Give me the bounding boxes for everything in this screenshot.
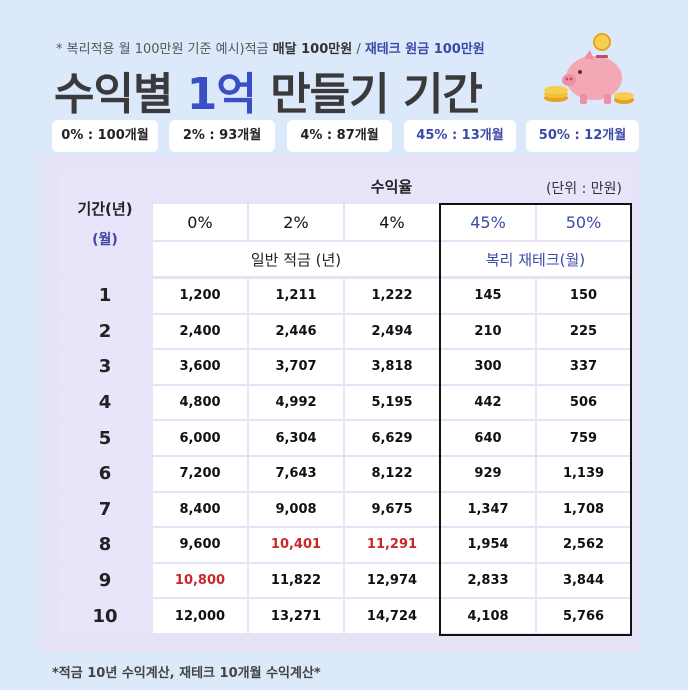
note-invest-principal: 재테크 원금 100만원 — [364, 42, 485, 57]
table-cell: 5,766 — [537, 599, 630, 633]
table-cell: 1,708 — [537, 492, 630, 527]
rate-header: 수익율 (단위 : 만원) — [153, 170, 630, 202]
table-cell: 759 — [537, 421, 630, 455]
group-investment: 복리 재테크(월) — [441, 242, 630, 276]
unit-label: (단위 : 만원) — [545, 181, 622, 197]
chip-2-percent: 2% : 93개월 — [169, 120, 275, 152]
table-cell: 1,139 — [537, 457, 630, 491]
chip-50-percent: 50% : 12개월 — [526, 120, 639, 152]
table-cell: 145 — [441, 279, 535, 313]
row-period: 5 — [59, 421, 151, 455]
row-period: 1 — [59, 279, 151, 313]
table-cell: 150 — [537, 279, 630, 313]
note-prefix: * 복리적용 월 100만원 기준 예시)적금 — [56, 42, 273, 57]
table-cell: 1,200 — [153, 279, 247, 313]
table-cell: 11,822 — [249, 563, 343, 598]
row-period: 4 — [59, 385, 151, 420]
table-cell: 210 — [441, 314, 535, 349]
group-savings: 일반 적금 (년) — [153, 242, 439, 276]
table-cell: 10,800 — [153, 563, 247, 598]
row-period: 8 — [59, 528, 151, 562]
chip-45-percent: 45% : 13개월 — [404, 120, 516, 152]
table-cell: 929 — [441, 457, 535, 491]
table-cell: 3,707 — [249, 350, 343, 384]
table-cell: 2,400 — [153, 314, 247, 349]
table-cell: 442 — [441, 385, 535, 420]
table-cell: 337 — [537, 350, 630, 384]
table-cell: 6,304 — [249, 421, 343, 455]
table-cell: 1,211 — [249, 279, 343, 313]
table-cell: 13,271 — [249, 599, 343, 633]
table-cell: 2,494 — [345, 314, 439, 349]
table-cell: 6,000 — [153, 421, 247, 455]
table-cell: 640 — [441, 421, 535, 455]
table-cell: 2,562 — [537, 528, 630, 562]
table-cell: 8,122 — [345, 457, 439, 491]
row-period: 7 — [59, 492, 151, 527]
table-cell: 506 — [537, 385, 630, 420]
table-cell: 9,675 — [345, 492, 439, 527]
rate-2-percent: 2% — [249, 204, 343, 240]
note-monthly-savings: 매달 100만원 — [272, 42, 353, 57]
table-cell: 4,800 — [153, 385, 247, 420]
table-cell: 4,108 — [441, 599, 535, 633]
table-cell: 1,347 — [441, 492, 535, 527]
table-cell: 7,200 — [153, 457, 247, 491]
piggy-bank-icon — [544, 33, 634, 104]
table-cell: 6,629 — [345, 421, 439, 455]
table-cell: 3,600 — [153, 350, 247, 384]
row-period: 9 — [59, 563, 151, 598]
chip-0-percent: 0% : 100개월 — [52, 120, 158, 152]
note-separator: / — [352, 42, 365, 57]
title-part2: 만들기 기간 — [255, 69, 483, 120]
table-cell: 2,833 — [441, 563, 535, 598]
table-cell: 11,291 — [345, 528, 439, 562]
table-cell: 9,600 — [153, 528, 247, 562]
footer-note: *적금 10년 수익계산, 재테크 10개월 수익계산* — [52, 666, 321, 681]
title-accent: 1억 — [186, 69, 257, 120]
table-cell: 1,222 — [345, 279, 439, 313]
period-header-label: 기간(년) — [77, 199, 133, 218]
row-period: 10 — [59, 599, 151, 633]
table-cell: 225 — [537, 314, 630, 349]
title-part1: 수익별 — [54, 69, 187, 120]
table-cell: 3,818 — [345, 350, 439, 384]
table-cell: 5,195 — [345, 385, 439, 420]
table-cell: 1,954 — [441, 528, 535, 562]
row-period: 2 — [59, 314, 151, 349]
table-cell: 8,400 — [153, 492, 247, 527]
table-cell: 10,401 — [249, 528, 343, 562]
table-cell: 4,992 — [249, 385, 343, 420]
table-cell: 12,000 — [153, 599, 247, 633]
table-cell: 7,643 — [249, 457, 343, 491]
rate-50-percent: 50% — [537, 204, 630, 240]
row-period: 6 — [59, 457, 151, 491]
top-note: * 복리적용 월 100만원 기준 예시)적금 매달 100만원 / 재테크 원… — [56, 38, 485, 57]
table-cell: 3,844 — [537, 563, 630, 598]
rate-header-label: 수익율 — [370, 177, 413, 196]
chip-4-percent: 4% : 87개월 — [287, 120, 392, 152]
table-cell: 2,446 — [249, 314, 343, 349]
row-period: 3 — [59, 350, 151, 384]
rate-4-percent: 4% — [345, 204, 439, 240]
period-header: 기간(년) (월) — [59, 170, 151, 276]
period-header-sub: (월) — [92, 231, 118, 248]
table-cell: 300 — [441, 350, 535, 384]
table-cell: 12,974 — [345, 563, 439, 598]
table-cell: 14,724 — [345, 599, 439, 633]
rate-0-percent: 0% — [153, 204, 247, 240]
table-cell: 9,008 — [249, 492, 343, 527]
page-title: 수익별 1억 만들기 기간 — [54, 58, 483, 122]
rate-45-percent: 45% — [441, 204, 535, 240]
